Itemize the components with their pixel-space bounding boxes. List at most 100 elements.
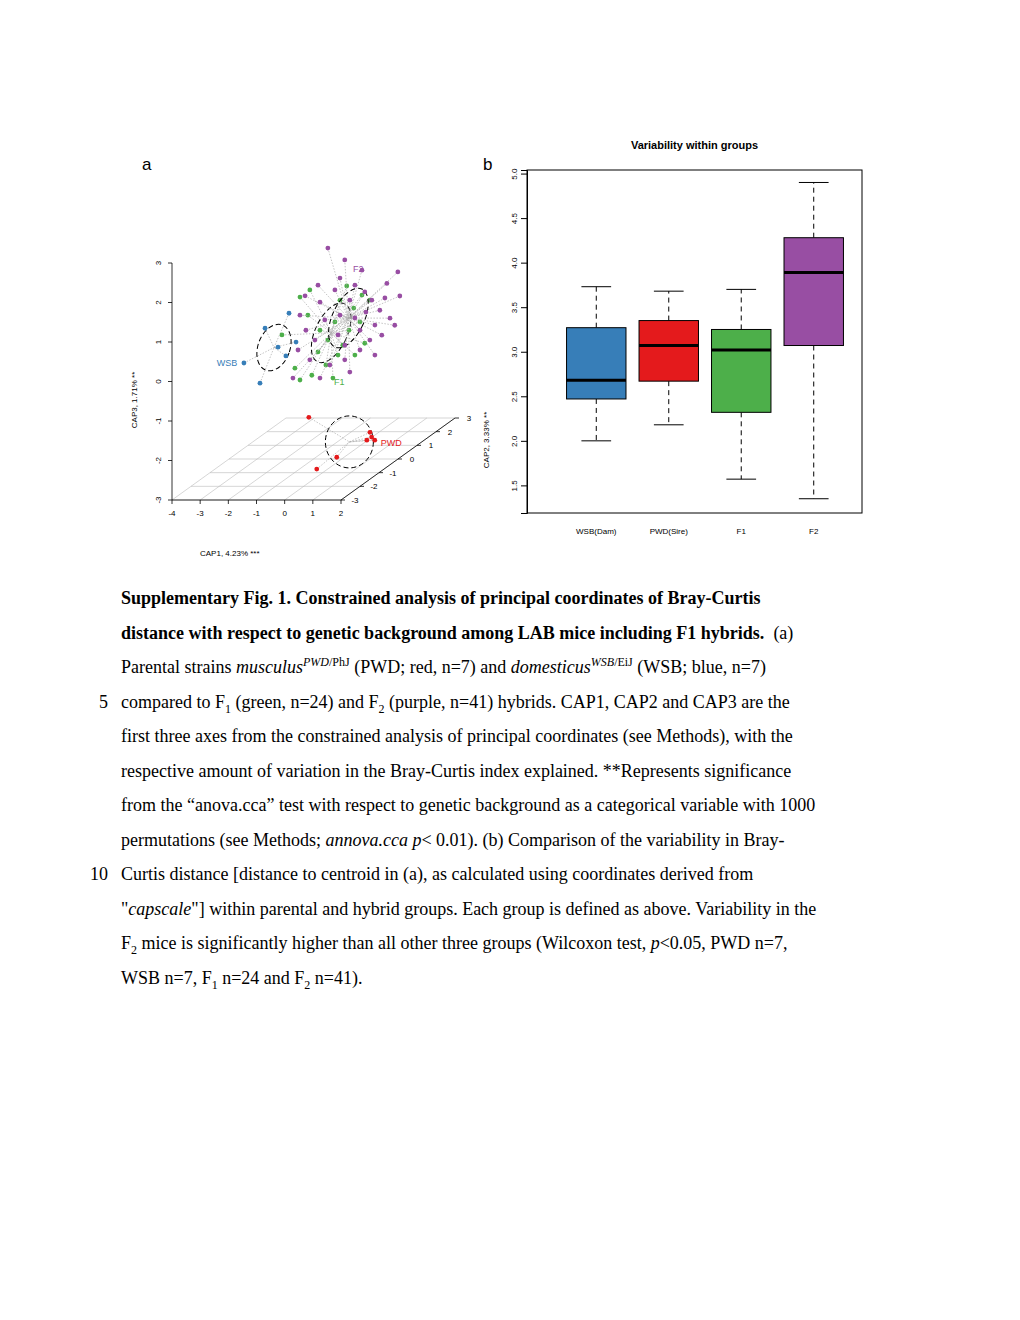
- x-tick: [341, 500, 342, 504]
- caption-line: respective amount of variation in the Br…: [121, 761, 791, 781]
- y-tick: 5.0: [510, 168, 527, 180]
- point: [336, 333, 341, 338]
- point: [307, 288, 312, 293]
- y-tick: 3.0: [510, 346, 527, 358]
- x-tick-label: -3: [197, 509, 205, 518]
- caption-run: musculus: [236, 657, 303, 677]
- panel-a: a-4-3-2-1012-3-2-10123-3-2-10123CAP1, 4.…: [130, 155, 491, 558]
- y-axis-title: CAP2, 3.33% **: [482, 412, 491, 468]
- caption-run: first three axes from the constrained an…: [121, 726, 793, 747]
- caption-run: (a): [764, 623, 793, 644]
- grid-line: [191, 486, 360, 487]
- point: [291, 376, 296, 381]
- caption-line: WSB n=7, F1 n=24 and F2 n=41).: [121, 968, 362, 992]
- point: [367, 338, 372, 343]
- caption-run: (PWD; red, n=7) and: [350, 657, 511, 678]
- box: [712, 329, 771, 412]
- point: [347, 298, 352, 303]
- point: [305, 313, 310, 318]
- z-tick-label: -2: [154, 456, 163, 464]
- z-tick-label: -1: [154, 417, 163, 425]
- centroid-link: [331, 333, 355, 355]
- whisker-upper: [813, 182, 814, 237]
- x-tick-label: -2: [225, 509, 233, 518]
- axes: -4-3-2-1012-3-2-10123-3-2-10123: [154, 260, 472, 518]
- point: [342, 258, 347, 263]
- caption-run: compared to F: [121, 692, 225, 712]
- caption-run: n=41).: [310, 968, 362, 989]
- median: [567, 379, 626, 382]
- centroid-link: [340, 278, 348, 318]
- point: [334, 455, 339, 460]
- centroid-link: [348, 300, 349, 318]
- line-number: 5: [99, 692, 108, 712]
- point: [309, 373, 314, 378]
- point: [368, 430, 373, 435]
- point: [382, 296, 387, 301]
- y-tick: 2.5: [510, 391, 527, 403]
- centroid-link: [320, 302, 348, 318]
- caption-run: PWD: [302, 655, 329, 669]
- point: [351, 306, 356, 311]
- centroid-link: [328, 248, 349, 318]
- grid-line: [286, 418, 455, 419]
- centroid-link: [312, 333, 331, 375]
- x-tick-label: 0: [282, 509, 287, 518]
- caption-run: p: [649, 933, 660, 953]
- caption-run: (green, n=24) and F: [231, 692, 379, 713]
- x-tick-label: 2: [339, 509, 344, 518]
- y-tick: 4.0: [510, 257, 527, 269]
- caption-line: from the “anova.cca” test with respect t…: [121, 795, 815, 815]
- point: [369, 298, 374, 303]
- point: [364, 438, 369, 443]
- y-tick: 1.5: [510, 480, 527, 492]
- y-axis-line: [521, 171, 528, 514]
- point: [353, 283, 358, 288]
- point: [318, 328, 323, 333]
- centroid-link: [309, 417, 350, 442]
- caption-line: Parental strains musculusPWD/PhJ (PWD; r…: [121, 655, 766, 678]
- point: [276, 345, 281, 350]
- centroid-link: [310, 290, 331, 333]
- point: [322, 318, 327, 323]
- centroid-link: [244, 348, 274, 363]
- grid-line: [210, 472, 379, 473]
- centroid-link: [345, 318, 349, 360]
- group-labels: WSBPWDF1F2: [217, 264, 403, 448]
- centroid-link: [349, 432, 370, 442]
- point: [336, 353, 341, 358]
- point: [362, 341, 367, 346]
- x-tick: [312, 500, 313, 504]
- x-tick-label: WSB(Dam): [576, 527, 617, 536]
- y-axis-line: [341, 418, 455, 500]
- point: [392, 323, 397, 328]
- z-tick: [168, 263, 172, 264]
- whisker-cap-upper: [581, 286, 611, 287]
- centroid-link: [260, 348, 274, 384]
- x-tick: [284, 500, 285, 504]
- point: [318, 376, 323, 381]
- whisker-cap-upper: [799, 182, 829, 183]
- point: [358, 328, 363, 333]
- caption-run: distance with respect to genetic backgro…: [121, 623, 764, 643]
- centroid-link: [300, 333, 331, 380]
- point: [307, 357, 312, 362]
- caption-run: Supplementary Fig. 1. Constrained analys…: [121, 588, 761, 608]
- centroid-link: [348, 318, 369, 340]
- y-tick: 4.5: [510, 212, 527, 224]
- point: [338, 276, 343, 281]
- y-tick: [360, 486, 364, 487]
- point: [293, 366, 298, 371]
- panel-b: bVariability within groups1.52.02.53.03.…: [483, 139, 862, 536]
- whisker-lower: [596, 399, 597, 441]
- caption-run: /PhJ: [329, 655, 350, 669]
- centroid-link: [348, 292, 364, 318]
- y-tick: 3.5: [510, 302, 527, 314]
- point: [298, 378, 303, 383]
- panel-label: b: [483, 155, 492, 174]
- point: [384, 281, 389, 286]
- point: [369, 435, 374, 440]
- point: [294, 340, 299, 345]
- caption-run: WSB n=7, F: [121, 968, 212, 988]
- centroid-link: [308, 315, 331, 333]
